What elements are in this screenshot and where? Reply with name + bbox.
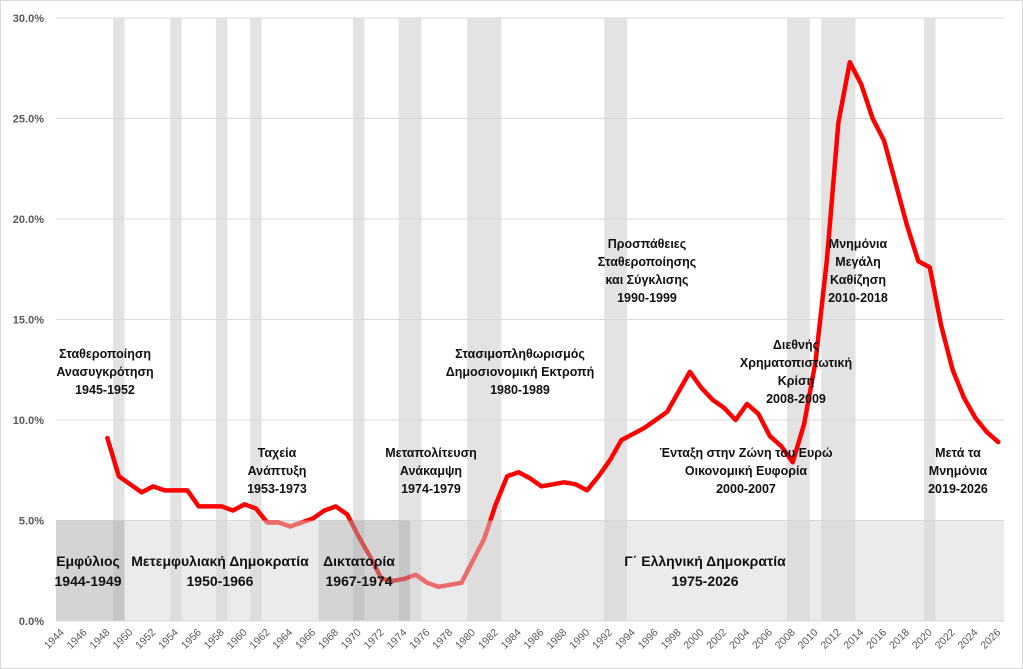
x-tick-label: 2020 bbox=[910, 627, 935, 652]
x-tick-label: 1952 bbox=[133, 627, 158, 652]
x-tick-label: 1972 bbox=[362, 627, 387, 652]
x-tick-label: 1960 bbox=[225, 627, 250, 652]
x-tick-label: 1986 bbox=[522, 627, 547, 652]
x-tick-label: 1996 bbox=[636, 627, 661, 652]
x-tick-label: 1966 bbox=[293, 627, 318, 652]
y-tick-label: 20.0% bbox=[13, 214, 44, 226]
x-tick-label: 2018 bbox=[887, 627, 912, 652]
annotation-financial-crisis: Διεθνής Χρηματοπιστωτική Κρίση 2008-2009 bbox=[739, 338, 853, 406]
x-tick-label: 1994 bbox=[613, 627, 638, 652]
annotation-convergence: Προσπάθειες Σταθεροποίησης και Σύγκλισης 19… bbox=[597, 237, 697, 305]
x-tick-label: 2012 bbox=[819, 627, 844, 652]
annotation-metapolitefsi: Μεταπολίτευση Ανάκαμψη 1974-1979 bbox=[385, 446, 477, 496]
x-tick-label: 1954 bbox=[156, 627, 181, 652]
x-tick-label: 1990 bbox=[567, 627, 592, 652]
x-tick-label: 2022 bbox=[933, 627, 958, 652]
era-label-third-republic: Γ΄ Ελληνική Δημοκρατία 1975-2026 bbox=[624, 553, 786, 589]
y-tick-label: 15.0% bbox=[13, 315, 44, 327]
era-panel bbox=[410, 520, 1005, 621]
x-tick-label: 1970 bbox=[339, 627, 364, 652]
x-tick-label: 1964 bbox=[270, 627, 295, 652]
x-tick-label: 1956 bbox=[179, 627, 204, 652]
era-label-civil-war: Εμφύλιος 1944-1949 bbox=[54, 553, 122, 589]
y-tick-label: 10.0% bbox=[13, 415, 44, 427]
x-tick-label: 1988 bbox=[544, 627, 569, 652]
y-tick-label: 0.0% bbox=[19, 616, 44, 628]
x-tick-label: 1992 bbox=[590, 627, 615, 652]
era-label-post-civil-war: Μετεμφυλιακή Δημοκρατία 1950-1966 bbox=[131, 553, 309, 589]
x-tick-label: 2016 bbox=[864, 627, 889, 652]
x-tick-label: 1948 bbox=[88, 627, 113, 652]
x-tick-label: 1978 bbox=[430, 627, 455, 652]
x-tick-label: 1944 bbox=[42, 627, 67, 652]
x-tick-label: 1962 bbox=[247, 627, 272, 652]
unemployment-line bbox=[105, 59, 1001, 590]
x-tick-label: 1976 bbox=[407, 627, 432, 652]
x-tick-label: 2002 bbox=[704, 627, 729, 652]
x-tick-label: 1946 bbox=[65, 627, 90, 652]
x-tick-label: 2010 bbox=[796, 627, 821, 652]
era-panel bbox=[318, 520, 411, 621]
x-tick-label: 2000 bbox=[681, 627, 706, 652]
era-label-dictatorship: Δικτατορία 1967-1974 bbox=[323, 553, 395, 589]
x-tick-label: 2008 bbox=[773, 627, 798, 652]
era-panel bbox=[124, 520, 319, 621]
y-tick-label: 25.0% bbox=[13, 114, 44, 126]
x-tick-label: 2006 bbox=[750, 627, 775, 652]
y-tick-label: 5.0% bbox=[19, 516, 44, 528]
x-tick-label: 1968 bbox=[316, 627, 341, 652]
x-tick-label: 1982 bbox=[476, 627, 501, 652]
y-tick-label: 30.0% bbox=[13, 13, 44, 25]
x-tick-label: 1958 bbox=[202, 627, 227, 652]
x-tick-label: 1998 bbox=[659, 627, 684, 652]
annotation-stagflation: Στασιμοπληθωρισμός Δημοσιονομική Εκτροπή 1… bbox=[445, 347, 595, 397]
annotation-rapid-growth: Ταχεία Ανάπτυξη 1953-1973 bbox=[247, 446, 307, 496]
annotation-stabilization: Σταθεροποίηση Ανασυγκρότηση 1945-1952 bbox=[56, 347, 154, 397]
annotation-post-memoranda: Μετά τα Μνημόνια 2019-2026 bbox=[928, 446, 988, 496]
x-tick-label: 2026 bbox=[978, 627, 1003, 652]
x-tick-label: 1974 bbox=[384, 627, 409, 652]
annotation-memoranda: Μνημόνια Μεγάλη Καθίζηση 2010-2018 bbox=[828, 237, 888, 305]
annotation-euro-zone: Ένταξη στην Ζώνη του Ευρώ Οικονομική Ευφο… bbox=[659, 446, 833, 496]
x-tick-label: 1984 bbox=[499, 627, 524, 652]
x-tick-label: 2004 bbox=[727, 627, 752, 652]
x-tick-label: 1950 bbox=[110, 627, 135, 652]
x-tick-label: 1980 bbox=[453, 627, 478, 652]
x-tick-label: 2024 bbox=[956, 627, 981, 652]
x-tick-label: 2014 bbox=[841, 627, 866, 652]
era-panel bbox=[56, 520, 125, 621]
